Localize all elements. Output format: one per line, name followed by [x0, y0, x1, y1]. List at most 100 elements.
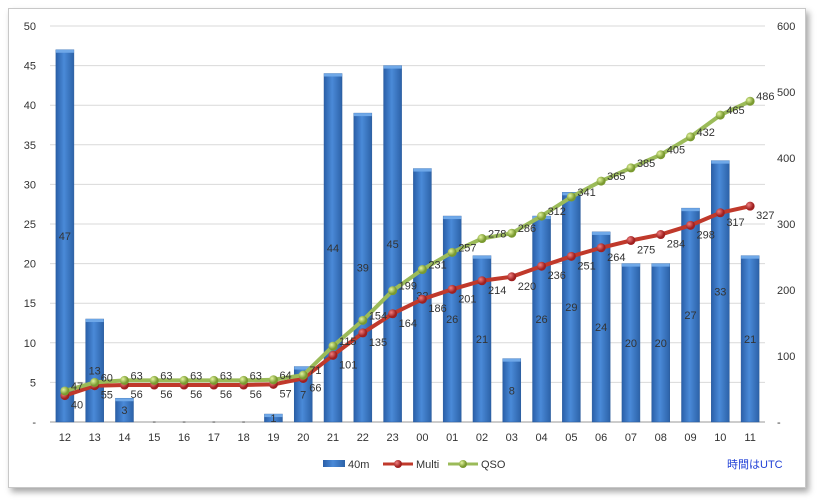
bar-value-label: - — [212, 416, 216, 428]
marker-multi — [477, 276, 487, 286]
left-tick-label: - — [32, 417, 36, 429]
bar-value-label: 1 — [270, 413, 276, 425]
data-label-multi: 57 — [279, 388, 291, 400]
data-label-multi: 284 — [667, 239, 685, 251]
bar-cap — [472, 255, 491, 259]
left-tick-label: 15 — [24, 298, 36, 310]
data-label-multi: 236 — [548, 270, 566, 282]
bar-cap — [502, 358, 521, 362]
marker-multi — [388, 309, 398, 319]
marker-multi — [656, 230, 666, 240]
x-tick-label: 13 — [89, 432, 101, 444]
bar-cap — [711, 160, 730, 164]
bar-value-label: 27 — [684, 310, 696, 322]
data-label-multi: 264 — [607, 252, 625, 264]
bar-value-label: - — [152, 416, 156, 428]
marker-multi — [358, 328, 368, 338]
data-label-qso: 341 — [577, 187, 595, 199]
right-tick-label: 600 — [777, 21, 795, 33]
right-tick-label: 200 — [777, 285, 795, 297]
data-label-multi: 164 — [399, 318, 417, 330]
x-tick-label: 20 — [297, 432, 309, 444]
marker-multi — [626, 236, 636, 245]
marker-multi — [596, 243, 606, 253]
x-tick-label: 08 — [655, 432, 667, 444]
marker-qso — [179, 375, 189, 385]
data-label-qso: 231 — [428, 260, 446, 272]
x-tick-label: 10 — [714, 432, 726, 444]
marker-multi — [447, 284, 457, 294]
marker-qso — [388, 286, 398, 296]
marker-qso — [537, 211, 547, 221]
marker-multi — [715, 208, 725, 218]
data-label-qso: 63 — [160, 370, 172, 382]
data-label-multi: 220 — [518, 281, 536, 293]
data-label-qso: 115 — [339, 336, 357, 348]
bar-value-label: - — [182, 416, 186, 428]
marker-qso — [447, 247, 457, 257]
marker-qso — [119, 375, 129, 385]
x-tick-label: 16 — [178, 432, 190, 444]
marker-multi — [745, 201, 755, 211]
x-tick-label: 22 — [357, 432, 369, 444]
legend-label-qso: QSO — [481, 459, 506, 471]
data-label-multi: 56 — [220, 389, 232, 401]
data-label-qso: 63 — [190, 370, 202, 382]
x-tick-label: 21 — [327, 432, 339, 444]
legend-marker-qso — [459, 460, 467, 468]
marker-qso — [358, 315, 368, 325]
data-label-multi: 251 — [577, 260, 595, 272]
bar-cap — [741, 255, 760, 259]
data-label-multi: 135 — [369, 337, 387, 349]
x-tick-label: 19 — [267, 432, 279, 444]
bar-cap — [353, 113, 372, 117]
bar-value-label: - — [242, 416, 246, 428]
left-tick-label: 50 — [24, 21, 36, 33]
bar-value-label: 21 — [476, 334, 488, 346]
data-label-qso: 312 — [548, 206, 566, 218]
bar-value-label: 8 — [509, 385, 515, 397]
data-label-qso: 385 — [637, 158, 655, 170]
data-label-qso: 432 — [697, 127, 715, 139]
data-label-qso: 47 — [71, 381, 83, 393]
left-tick-label: 5 — [30, 377, 36, 389]
marker-qso — [626, 163, 636, 173]
left-tick-label: 45 — [24, 61, 36, 73]
marker-multi — [507, 272, 517, 282]
left-tick-label: 25 — [24, 219, 36, 231]
bar-value-label: 20 — [655, 338, 667, 350]
data-label-multi: 56 — [130, 389, 142, 401]
x-tick-label: 00 — [416, 432, 428, 444]
data-label-qso: 465 — [726, 105, 744, 117]
data-label-multi: 56 — [250, 389, 262, 401]
bar-cap — [443, 216, 462, 220]
data-label-qso: 63 — [130, 370, 142, 382]
marker-qso — [507, 228, 517, 238]
data-label-multi: 101 — [339, 359, 357, 371]
bar-value-label: 47 — [59, 231, 71, 243]
x-tick-label: 17 — [208, 432, 220, 444]
line-multi — [64, 204, 751, 398]
bar-cap — [592, 231, 611, 235]
right-tick-label: 400 — [777, 153, 795, 165]
marker-qso — [477, 234, 487, 244]
data-label-multi: 327 — [756, 210, 774, 222]
bar-cap — [85, 319, 104, 323]
bar-cap — [651, 263, 670, 267]
data-label-qso: 405 — [667, 145, 685, 157]
x-tick-label: 15 — [148, 432, 160, 444]
marker-qso — [417, 265, 427, 275]
bar-value-label: 44 — [327, 243, 339, 255]
data-label-multi: 275 — [637, 245, 655, 257]
bar-value-label: 26 — [446, 314, 458, 326]
data-label-qso: 60 — [101, 372, 113, 384]
legend-label-40m: 40m — [348, 459, 369, 471]
bar-cap — [413, 168, 432, 172]
data-label-qso: 64 — [279, 370, 291, 382]
x-tick-label: 12 — [59, 432, 71, 444]
data-label-qso: 257 — [458, 242, 476, 254]
right-tick-label: 500 — [777, 87, 795, 99]
right-tick-label: 300 — [777, 219, 795, 231]
left-tick-label: 10 — [24, 338, 36, 350]
marker-qso — [328, 341, 338, 351]
